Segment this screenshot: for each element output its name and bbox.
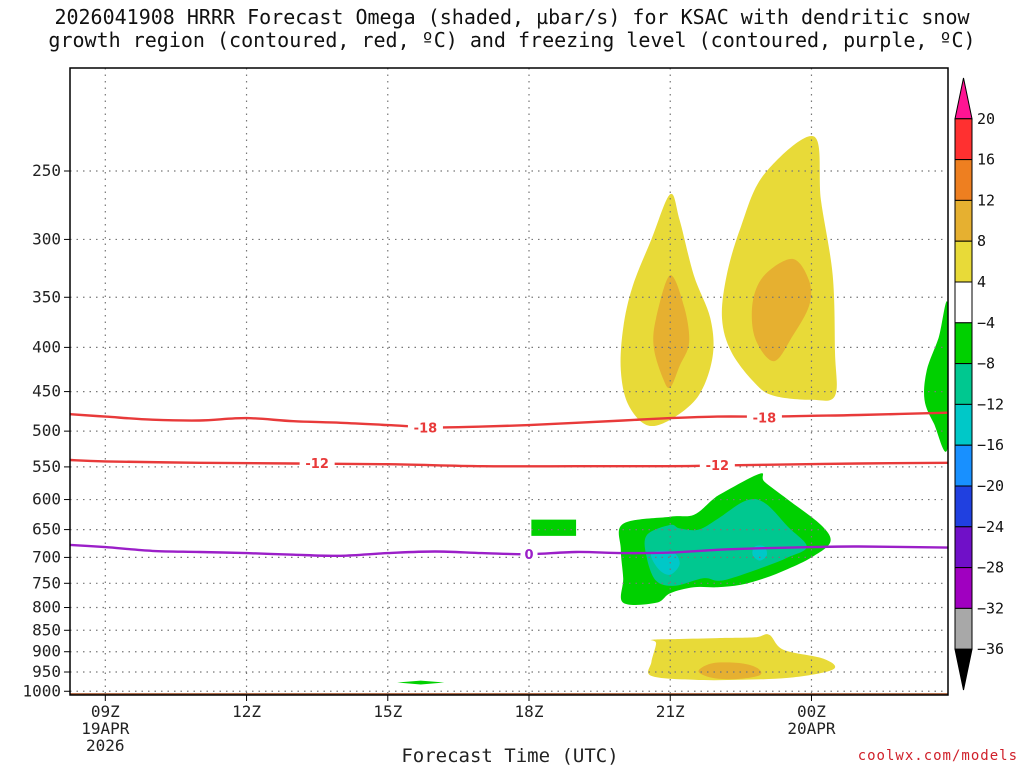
contour-label-bg-0-0	[407, 419, 443, 436]
x-tick-label-0-2: 2026	[86, 736, 125, 755]
x-tick-label-0-1: 19APR	[81, 719, 130, 738]
y-tick-label-450: 450	[32, 382, 61, 401]
y-tick-label-800: 800	[32, 598, 61, 617]
terrain-surface	[70, 693, 948, 695]
y-tick-label-700: 700	[32, 547, 61, 566]
x-axis-label: Forecast Time (UTC)	[401, 745, 619, 767]
omega-shading	[397, 135, 948, 685]
x-tick-label-5-0: 00Z	[797, 702, 826, 721]
colorbar-band-1	[954, 118, 973, 161]
plot-frame	[69, 67, 949, 696]
title-line-2: growth region (contoured, red, ºC) and f…	[48, 28, 976, 52]
contour-label-bg-0-1	[746, 409, 782, 426]
contour-label-1-1: -12	[706, 459, 730, 474]
credit-text: coolwx.com/models	[857, 748, 1018, 764]
omega-region-10	[698, 662, 762, 680]
y-tick-label-850: 850	[32, 620, 61, 639]
x-tick-label-4-0: 21Z	[656, 702, 685, 721]
x-tick-label-1-0: 12Z	[232, 702, 261, 721]
y-tick-label-500: 500	[32, 421, 61, 440]
colorbar-label-11: −28	[977, 559, 1004, 577]
colorbar-band-8	[954, 403, 973, 446]
omega-region-5	[644, 499, 807, 586]
x-tick-label-2-0: 15Z	[373, 702, 402, 721]
contour-line--12	[70, 458, 948, 468]
x-tick-label-3-0: 18Z	[515, 702, 544, 721]
omega-region-9	[648, 634, 836, 681]
x-tick-label-5-1: 20APR	[787, 719, 836, 738]
x-tick-label-0-0: 09Z	[91, 702, 120, 721]
omega-region-11	[397, 680, 445, 685]
colorbar-label-13: −36	[977, 640, 1004, 658]
colorbar-top-arrow	[954, 77, 973, 120]
colorbar-bottom-arrow	[954, 648, 973, 691]
y-axis-ticks: 250 300 350 400 450 500 550 600 650 700 750 800 850 9…	[22, 161, 70, 700]
colorbar-label-10: −24	[977, 518, 1004, 536]
colorbar-label-8: −16	[977, 436, 1004, 454]
colorbar-label-9: −20	[977, 477, 1004, 495]
y-tick-label-1000: 1000	[22, 681, 61, 700]
colorbar-band-5	[954, 281, 973, 324]
contour-label-2-0: 0	[524, 548, 533, 563]
colorbar-label-2: 12	[977, 191, 995, 209]
colorbar-label-4: 4	[977, 273, 986, 291]
y-tick-label-600: 600	[32, 490, 61, 509]
omega-region-3	[751, 258, 812, 362]
colorbar-band-13	[954, 607, 973, 650]
colorbar-band-2	[954, 159, 973, 201]
contour-label-bg-2-0	[520, 546, 538, 563]
colorbar-band-4	[954, 240, 973, 283]
contour-label-0-1: -18	[753, 411, 777, 426]
colorbar-band-3	[954, 199, 973, 242]
title-line-1: 2026041908 HRRR Forecast Omega (shaded, …	[54, 5, 970, 29]
colorbar-label-12: −32	[977, 599, 1004, 617]
colorbar-band-12	[954, 567, 973, 609]
colorbar-label-7: −12	[977, 395, 1004, 413]
terrain	[70, 693, 948, 695]
omega-region-8	[531, 519, 577, 536]
y-tick-label-350: 350	[32, 287, 61, 306]
contour-line-0	[70, 543, 948, 558]
grid-lines	[70, 68, 948, 695]
omega-region-1	[653, 275, 690, 388]
omega-region-6	[650, 550, 680, 575]
colorbar: 20 16 12 8 4 −4 −8 −12 −16 −20 −24 −28 −32 −36	[954, 77, 1004, 691]
colorbar-band-7	[954, 363, 973, 405]
contour-label-bg-1-0	[299, 454, 335, 471]
colorbar-band-10	[954, 485, 973, 528]
colorbar-label-6: −8	[977, 355, 995, 373]
contour-label-1-0: -12	[305, 457, 329, 472]
y-tick-label-950: 950	[32, 662, 61, 681]
contour-labels: -18 -18 -12 -12 0	[299, 409, 782, 563]
y-tick-label-650: 650	[32, 520, 61, 539]
contour-label-bg-1-1	[699, 456, 735, 473]
contour-label-0-0: -18	[414, 421, 438, 436]
colorbar-label-5: −4	[977, 314, 995, 332]
y-tick-label-900: 900	[32, 642, 61, 661]
colorbar-label-3: 8	[977, 232, 986, 250]
colorbar-band-9	[954, 444, 973, 487]
y-tick-label-750: 750	[32, 573, 61, 592]
colorbar-label-0: 20	[977, 110, 995, 128]
chart-title: 2026041908 HRRR Forecast Omega (shaded, …	[0, 6, 1024, 52]
y-tick-label-550: 550	[32, 457, 61, 476]
y-tick-label-300: 300	[32, 229, 61, 248]
colorbar-band-6	[954, 322, 973, 365]
colorbar-label-1: 16	[977, 151, 995, 169]
y-tick-label-400: 400	[32, 337, 61, 356]
y-tick-label-250: 250	[32, 161, 61, 180]
colorbar-band-11	[954, 526, 973, 569]
